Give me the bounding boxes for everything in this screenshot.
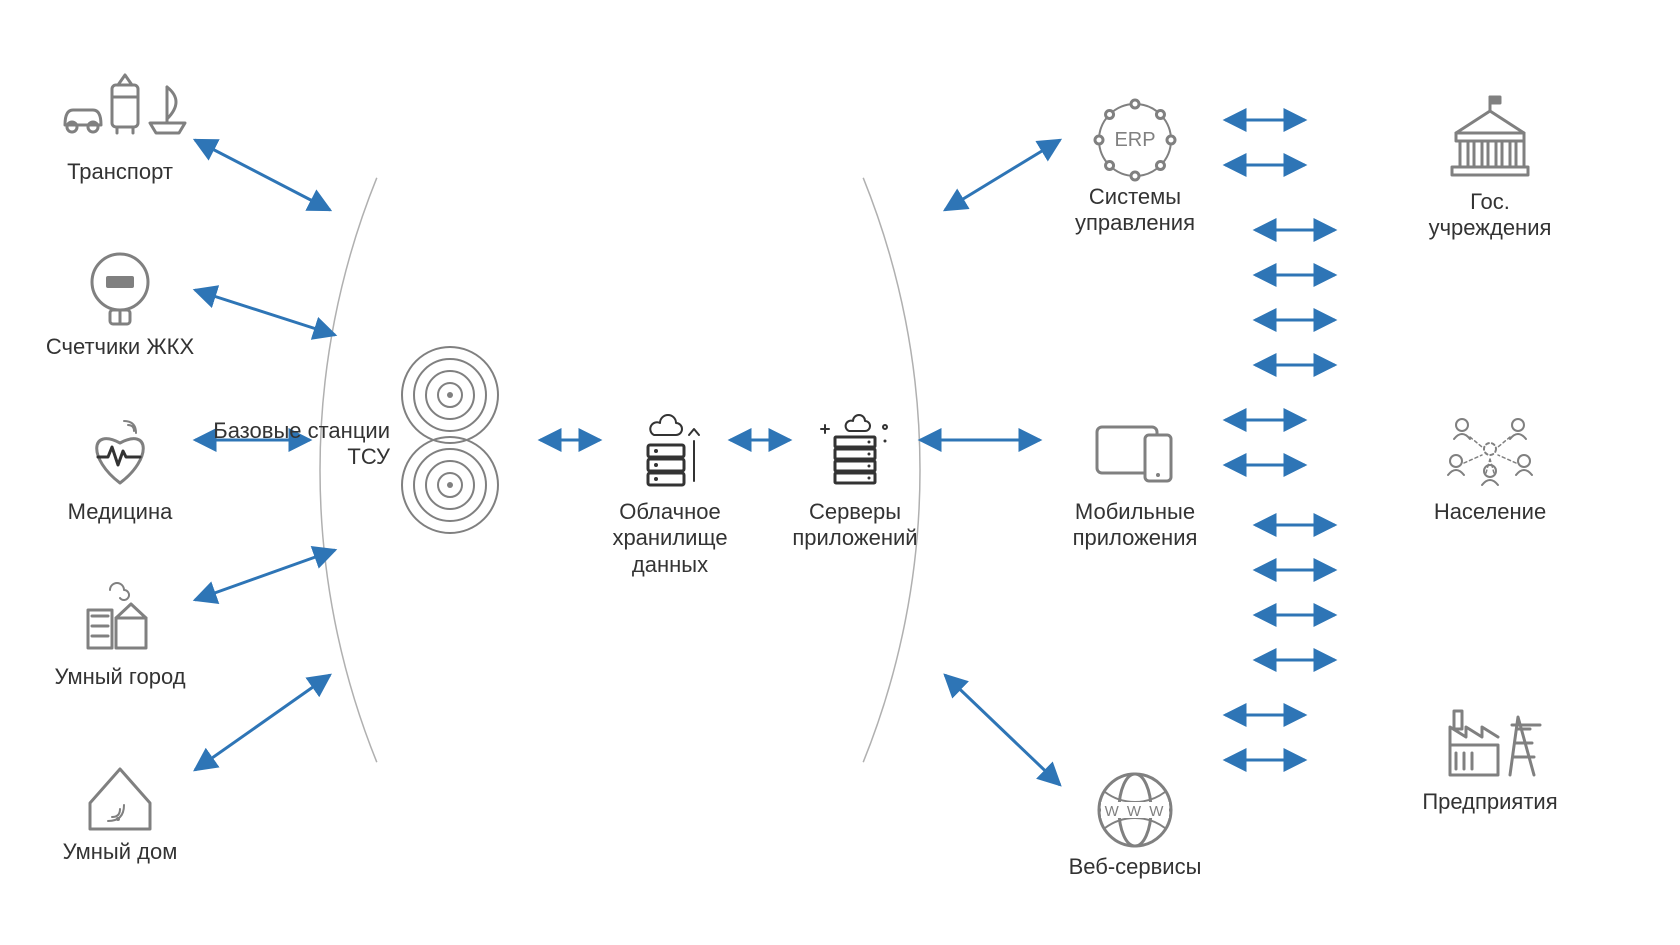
servers-icon <box>821 415 887 483</box>
people-icon <box>1448 419 1532 485</box>
mobile-label: Мобильныеприложения <box>1025 499 1245 552</box>
web-node: Веб-сервисы <box>1025 848 1245 880</box>
medicine-node: Медицина <box>10 493 230 525</box>
cloud-icon <box>648 415 699 485</box>
enterprise-node: Предприятия <box>1380 783 1600 815</box>
smartcity-label: Умный город <box>10 664 230 690</box>
meters-label: Счетчики ЖКХ <box>10 334 230 360</box>
smarthome-node: Умный дом <box>10 833 230 865</box>
smartcity-icon <box>88 583 146 648</box>
gov-node: Гос.учреждения <box>1380 183 1600 242</box>
enterprise-icon <box>1450 711 1540 775</box>
medicine-label: Медицина <box>10 499 230 525</box>
servers-label: Серверыприложений <box>745 499 965 552</box>
erp-icon: ERP <box>1095 100 1175 180</box>
erp-node: Системыуправления <box>1025 178 1245 237</box>
medicine-icon <box>97 421 144 483</box>
mobile-icon <box>1097 427 1171 481</box>
connector-arrow <box>945 675 1060 785</box>
meters-icon <box>92 254 148 324</box>
meters-node: Счетчики ЖКХ <box>10 328 230 360</box>
transport-label: Транспорт <box>10 159 230 185</box>
transport-icon <box>65 75 185 133</box>
smartcity-node: Умный город <box>10 658 230 690</box>
smarthome-label: Умный дом <box>10 839 230 865</box>
erp-label: Системыуправления <box>1025 184 1245 237</box>
web-label: Веб-сервисы <box>1025 854 1245 880</box>
enterprise-label: Предприятия <box>1380 789 1600 815</box>
svg-text:ERP: ERP <box>1114 129 1155 151</box>
mobile-node: Мобильныеприложения <box>1025 493 1245 552</box>
gov-icon <box>1452 97 1528 175</box>
servers-node: Серверыприложений <box>745 493 965 552</box>
base-icon <box>402 347 498 533</box>
base-label: Базовые станцииТСУ <box>190 418 390 471</box>
web-icon: W W W <box>1099 774 1171 846</box>
gov-label: Гос.учреждения <box>1380 189 1600 242</box>
people-node: Население <box>1380 493 1600 525</box>
svg-text:W W W: W W W <box>1105 803 1166 820</box>
people-label: Население <box>1380 499 1600 525</box>
base-node: Базовые станцииТСУ <box>190 412 390 471</box>
connector-arrow <box>195 550 335 600</box>
transport-node: Транспорт <box>10 153 230 185</box>
smarthome-icon <box>90 769 150 829</box>
